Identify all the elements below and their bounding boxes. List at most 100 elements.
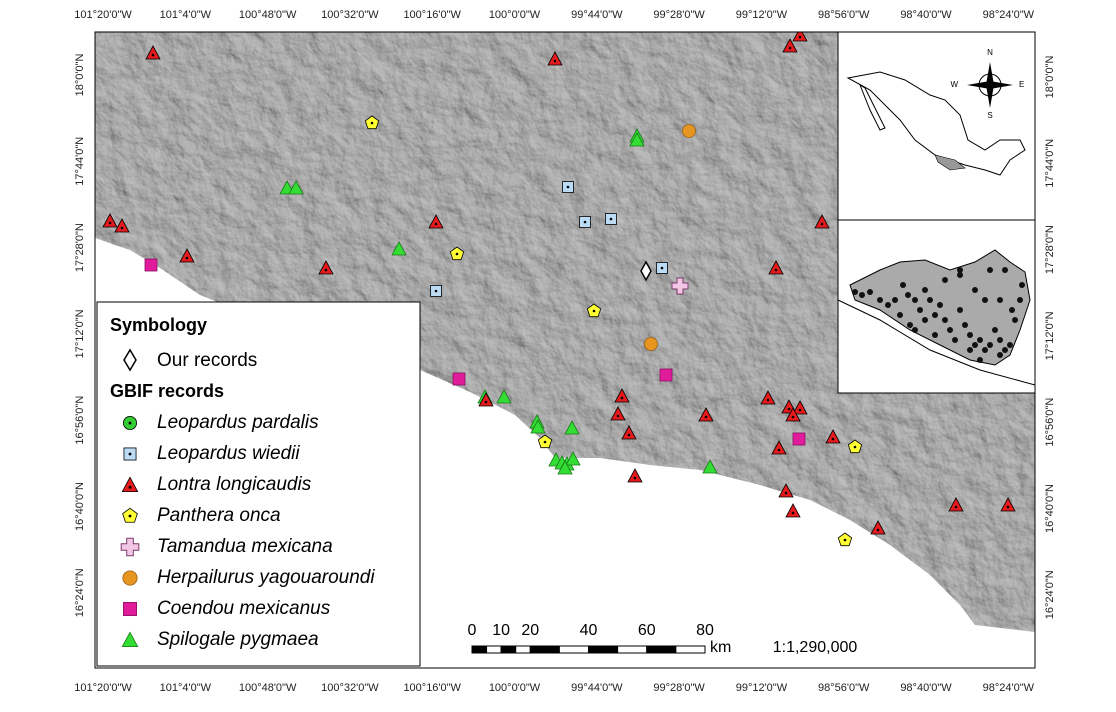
marker xyxy=(644,337,658,351)
marker-dot xyxy=(120,226,124,230)
marker xyxy=(659,368,673,382)
inset-dot xyxy=(942,317,948,323)
marker xyxy=(428,214,444,229)
top-label: 100°16'0"W xyxy=(403,9,461,21)
marker-dot xyxy=(788,46,792,50)
legend-entry: Lontra longicaudis xyxy=(157,474,312,495)
marker xyxy=(144,258,158,272)
marker-dot xyxy=(324,268,328,272)
inset-dot xyxy=(912,297,918,303)
marker-dot xyxy=(484,400,488,404)
compass-star xyxy=(967,62,1013,108)
inset-dot xyxy=(947,327,953,333)
scale-segment xyxy=(646,645,677,654)
legend-entry: Our records xyxy=(157,350,257,371)
inset-dot xyxy=(1009,307,1015,313)
marker xyxy=(610,406,626,421)
marker-dot xyxy=(820,222,824,226)
marker-dot xyxy=(592,309,596,313)
marker-dot xyxy=(791,415,795,419)
top-label: 99°12'0"W xyxy=(736,9,788,21)
marker-dot xyxy=(151,53,155,57)
marker xyxy=(768,260,784,275)
marker xyxy=(123,602,138,617)
left-label: 17°12'0"N xyxy=(74,309,86,358)
marker xyxy=(121,476,139,492)
legend-entry: Leopardus wiedii xyxy=(157,443,300,464)
legend-symbols: Leopardus pardalis Leopardus wiedii Lontra… xyxy=(120,412,375,650)
inset-dot xyxy=(877,297,883,303)
bottom-label: 100°16'0"W xyxy=(403,682,461,694)
inset-dot xyxy=(957,307,963,313)
compass-n: N xyxy=(987,48,993,57)
bottom-label: 98°56'0"W xyxy=(818,682,870,694)
marker xyxy=(391,241,407,256)
legend-box xyxy=(96,301,421,667)
marker-dot xyxy=(777,448,781,452)
marker-dot xyxy=(704,415,708,419)
bottom-label: 99°28'0"W xyxy=(653,682,705,694)
legend-entry: Panthera onca xyxy=(157,505,281,526)
marker-dot xyxy=(566,185,570,189)
legend-diamond xyxy=(123,348,137,372)
inset-dot xyxy=(972,287,978,293)
marker-dot xyxy=(543,440,547,444)
inset-dot xyxy=(977,337,983,343)
marker xyxy=(760,390,776,405)
inset-dot xyxy=(892,297,898,303)
inset-dot xyxy=(859,292,865,298)
marker xyxy=(179,248,195,263)
marker xyxy=(870,520,886,535)
marker xyxy=(121,631,139,647)
legend-entry: Coendou mexicanus xyxy=(157,598,331,619)
marker xyxy=(682,124,696,138)
inset-dot xyxy=(967,332,973,338)
marker-dot xyxy=(660,266,664,270)
marker xyxy=(496,389,512,404)
marker-dot xyxy=(583,220,587,224)
top-label: 100°48'0"W xyxy=(239,9,297,21)
inset-dot xyxy=(1017,297,1023,303)
marker xyxy=(530,419,546,434)
marker-dot xyxy=(876,528,880,532)
marker xyxy=(640,260,652,282)
marker-dot xyxy=(609,217,613,221)
left-label: 17°44'0"N xyxy=(74,137,86,186)
scale-segment xyxy=(675,645,706,654)
top-label: 101°4'0"W xyxy=(160,9,212,21)
marker-dot xyxy=(553,59,557,63)
marker xyxy=(565,451,581,466)
marker-dot xyxy=(831,437,835,441)
right-label: 17°44'0"N xyxy=(1044,139,1056,188)
marker xyxy=(627,468,643,483)
inset-dot xyxy=(967,347,973,353)
marker xyxy=(792,432,806,446)
marker-dot xyxy=(434,222,438,226)
inset-dot xyxy=(952,337,958,343)
inset-dot xyxy=(900,282,906,288)
top-label: 100°32'0"W xyxy=(321,9,379,21)
marker xyxy=(825,429,841,444)
legend-entry: Leopardus pardalis xyxy=(157,412,319,433)
scale-label: 60 xyxy=(638,622,656,639)
inset-dot xyxy=(997,352,1003,358)
marker xyxy=(478,392,494,407)
legend-entry: Tamandua mexicana xyxy=(157,536,333,557)
scale-segment xyxy=(486,645,502,654)
inset-dot xyxy=(972,342,978,348)
inset-records xyxy=(852,267,1025,363)
top-label: 100°0'0"W xyxy=(489,9,541,21)
top-label: 101°20'0"W xyxy=(74,9,132,21)
marker xyxy=(948,497,964,512)
inset-dot xyxy=(897,312,903,318)
marker-dot xyxy=(185,256,189,260)
bottom-label: 101°4'0"W xyxy=(160,682,212,694)
scale-unit: km xyxy=(710,639,731,656)
left-label: 16°40'0"N xyxy=(74,482,86,531)
marker xyxy=(114,218,130,233)
right-label: 16°24'0"N xyxy=(1044,570,1056,619)
marker xyxy=(778,483,794,498)
left-label: 16°24'0"N xyxy=(74,568,86,617)
compass-s: S xyxy=(987,111,992,120)
